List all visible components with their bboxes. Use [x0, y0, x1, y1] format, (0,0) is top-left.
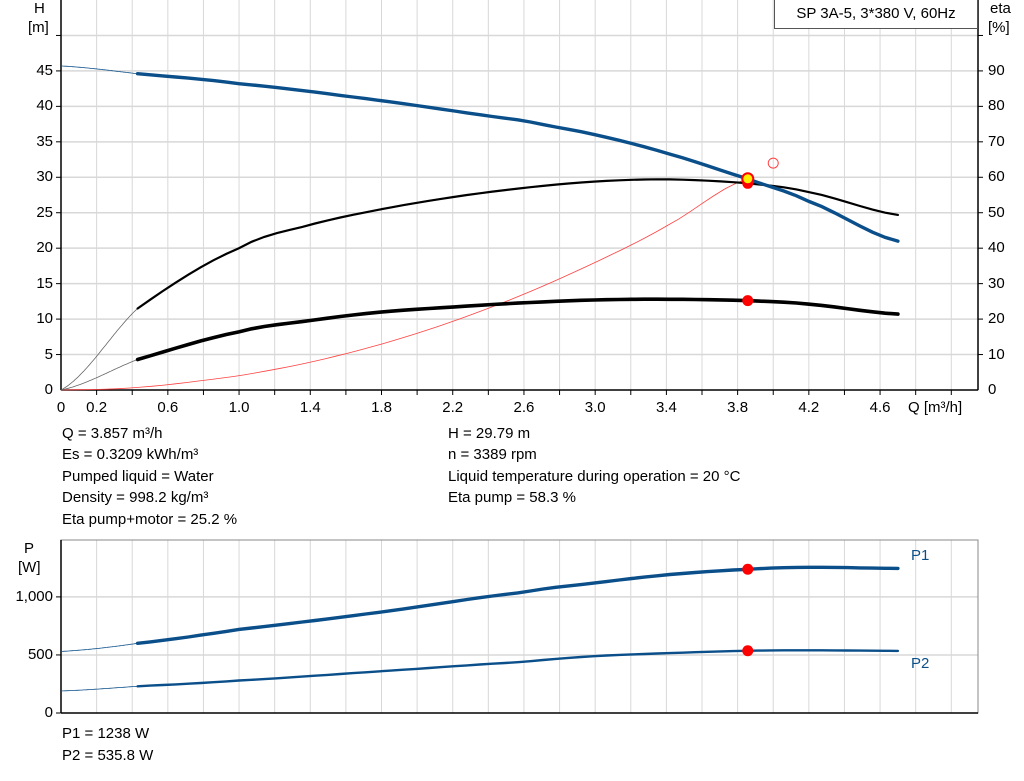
h-tick-label: 15: [36, 274, 53, 292]
eta-tick-label: 20: [988, 310, 1005, 328]
h-axis-unit: [m]: [28, 19, 49, 36]
eta-pump-curve: [136, 178, 899, 310]
h-tick-label: 25: [36, 203, 53, 221]
h-tick-label: 40: [36, 97, 53, 115]
p-tick-label: 500: [27, 645, 53, 663]
p2-duty-marker: [742, 645, 754, 657]
x-tick-label: 4.2: [798, 399, 820, 416]
p2-series-label: P2: [911, 655, 930, 672]
eta-pump-extension: [60, 308, 138, 391]
eta-tick-label: 80: [988, 97, 1005, 115]
q-axis-label: Q [m³/h]: [908, 399, 963, 416]
x-tick-label: 0.2: [86, 399, 108, 416]
p-axis-unit: [W]: [18, 559, 41, 576]
eta-total-duty-marker: [742, 295, 754, 307]
x-tick-label: 3.8: [727, 399, 749, 416]
result-temp: Liquid temperature during operation = 20…: [448, 468, 741, 485]
p1-duty-marker: [742, 563, 754, 575]
eta-tick-label: 90: [988, 61, 1005, 79]
result-p2: P2 = 535.8 W: [62, 747, 154, 764]
eta-total-curve: [135, 297, 900, 362]
eta-axis-unit: [%]: [988, 19, 1010, 36]
x-tick-label: 3.0: [584, 399, 606, 416]
top-plot-frame: [60, 0, 979, 391]
system-curve: [60, 178, 748, 391]
x-tick-label: 0.6: [157, 399, 179, 416]
eta-tick-label: 50: [988, 203, 1005, 221]
requested-point-marker: [767, 157, 779, 169]
pump-legend: SP 3A-5, 3*380 V, 60Hz: [774, 0, 978, 29]
eta-axis-label: eta: [990, 0, 1011, 17]
x-tick-label: 1.8: [371, 399, 392, 416]
h-tick-label: 45: [36, 61, 53, 79]
x-tick-label: 3.4: [655, 399, 677, 416]
h-tick-label: 35: [36, 132, 53, 150]
p1-curve: [135, 565, 900, 645]
result-es: Es = 0.3209 kWh/m³: [62, 446, 199, 463]
eta-tick-label: 30: [988, 274, 1005, 292]
eta-tick-label: 60: [988, 168, 1005, 186]
result-h: H = 29.79 m: [448, 425, 531, 442]
result-density: Density = 998.2 kg/m³: [62, 489, 209, 506]
p2-extension: [61, 685, 138, 692]
x-tick-label: 2.2: [442, 399, 464, 416]
result-liquid: Pumped liquid = Water: [62, 468, 214, 485]
h-tick-label: 10: [36, 310, 53, 328]
p-axis-label: P: [24, 540, 35, 557]
h-tick-label: 20: [36, 239, 53, 257]
h-tick-label: 30: [36, 168, 53, 186]
x-tick-label: 1.0: [228, 399, 250, 416]
p2-curve: [136, 649, 900, 688]
x-tick-label: 0: [56, 399, 66, 416]
x-tick-label: 1.4: [299, 399, 321, 416]
head-extension: [60, 65, 138, 75]
x-tick-label: 4.6: [869, 399, 891, 416]
result-eta-total: Eta pump+motor = 25.2 %: [62, 511, 238, 528]
eta-tick-label: 10: [988, 345, 1005, 363]
result-eta-pump: Eta pump = 58.3 %: [448, 489, 576, 506]
x-tick-label: 2.6: [513, 399, 535, 416]
eta-total-extension: [60, 359, 138, 391]
result-p1: P1 = 1238 W: [62, 725, 150, 742]
duty-point-marker: [741, 172, 755, 186]
h-tick-label: 0: [44, 381, 53, 398]
eta-tick-label: 0: [988, 381, 997, 398]
p-tick-label: 0: [44, 704, 53, 721]
h-axis-label: H: [34, 0, 45, 17]
h-tick-label: 5: [44, 345, 53, 363]
eta-tick-label: 40: [988, 239, 1005, 257]
result-n: n = 3389 rpm: [448, 446, 537, 463]
p1-series-label: P1: [911, 547, 930, 564]
head-curve: [135, 72, 900, 243]
result-q: Q = 3.857 m³/h: [62, 425, 163, 442]
p1-extension: [60, 642, 138, 652]
p-tick-label: 1,000: [15, 587, 53, 605]
eta-tick-label: 70: [988, 132, 1005, 150]
